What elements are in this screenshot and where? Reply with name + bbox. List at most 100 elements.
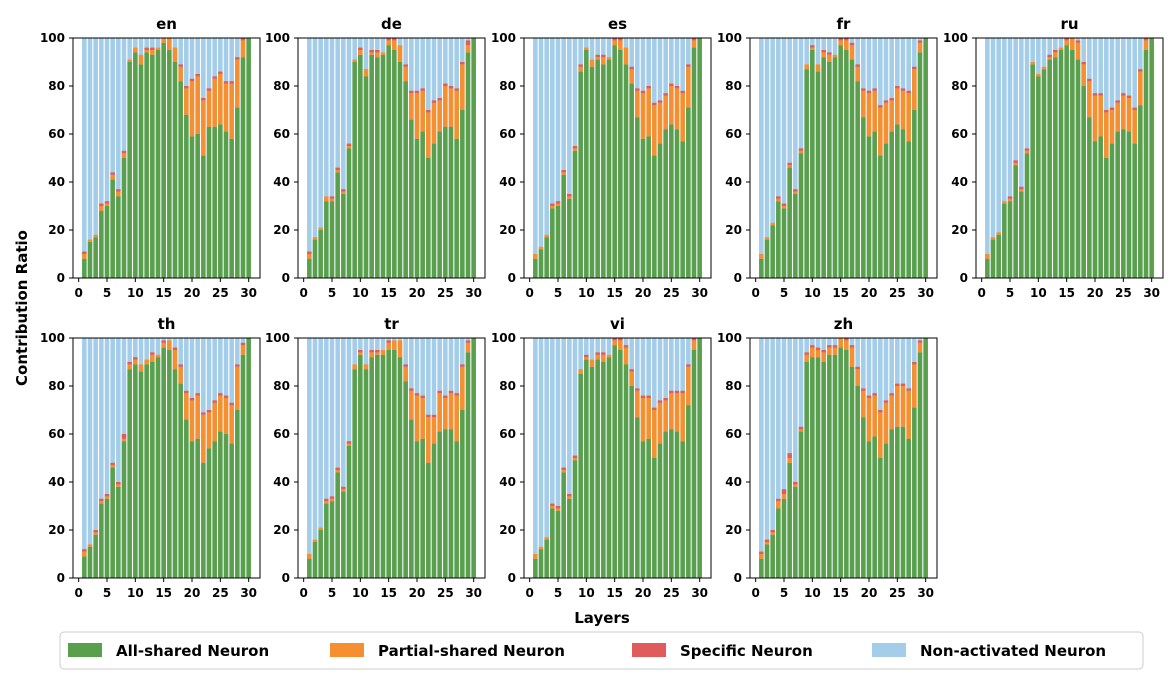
- panel-en: 0 20 40 60 80 100 0 5 10 15 20 25 30 en: [40, 15, 261, 300]
- bar-partial-shared: [324, 196, 329, 202]
- bar-all-shared: [397, 357, 403, 578]
- bar-partial-shared: [646, 398, 651, 439]
- bar-all-shared: [793, 194, 798, 278]
- bar-all-shared: [409, 119, 414, 278]
- bar-partial-shared: [674, 393, 680, 432]
- panel-fr: 0 20 40 60 80 100 0 5 10 15 20 25 30 fr: [717, 15, 938, 300]
- bar-all-shared: [1087, 117, 1092, 278]
- x-tick-label: 20: [409, 586, 426, 600]
- bar-partial-shared: [550, 206, 555, 209]
- y-tick-label: 20: [48, 523, 65, 537]
- bar-all-shared: [578, 374, 583, 578]
- bar-partial-shared: [1058, 47, 1064, 50]
- panel-frame: [523, 337, 712, 579]
- y-tick-label: 0: [508, 571, 516, 585]
- bar-partial-shared: [206, 412, 212, 449]
- bar-specific: [1087, 78, 1092, 82]
- x-tick-label: 5: [328, 586, 336, 600]
- bar-specific: [240, 38, 246, 41]
- x-tick-label: 15: [832, 286, 849, 300]
- bar-specific: [414, 90, 420, 94]
- bar-partial-shared: [861, 90, 866, 118]
- y-tick-label: 60: [273, 427, 290, 441]
- y-tick-label: 0: [734, 571, 742, 585]
- bar-partial-shared: [629, 371, 634, 386]
- bar-partial-shared: [218, 74, 223, 125]
- bar-partial-shared: [533, 554, 538, 559]
- bar-specific: [912, 66, 917, 70]
- bar-specific: [680, 390, 685, 394]
- bar-all-shared: [380, 354, 386, 578]
- bar-all-shared: [212, 441, 217, 578]
- bar-all-shared: [1058, 50, 1064, 278]
- bar-non-activated: [793, 38, 798, 278]
- legend-swatch-partial-shared: [330, 643, 364, 657]
- bar-partial-shared: [578, 66, 583, 72]
- bar-partial-shared: [1002, 201, 1007, 204]
- bar-partial-shared: [635, 90, 640, 118]
- bar-all-shared: [324, 201, 329, 278]
- bar-specific: [324, 498, 329, 502]
- x-tick-label: 25: [212, 286, 229, 300]
- bar-partial-shared: [612, 40, 617, 46]
- bar-all-shared: [426, 462, 431, 578]
- bar-specific: [437, 98, 442, 101]
- x-tick-label: 15: [155, 286, 172, 300]
- x-tick-label: 30: [240, 586, 257, 600]
- bar-specific: [110, 462, 115, 466]
- bar-partial-shared: [1132, 110, 1137, 144]
- x-tick-label: 0: [74, 286, 82, 300]
- bar-partial-shared: [133, 359, 138, 365]
- y-tick-label: 100: [40, 31, 65, 45]
- panel-title: es: [608, 15, 627, 33]
- y-tick-label: 20: [951, 223, 968, 237]
- bar-all-shared: [87, 242, 93, 278]
- bar-all-shared: [849, 366, 855, 578]
- bar-all-shared: [167, 350, 172, 578]
- bar-partial-shared: [764, 542, 770, 545]
- bar-specific: [93, 530, 98, 533]
- bar-all-shared: [363, 76, 369, 279]
- bar-non-activated: [538, 38, 544, 278]
- bar-partial-shared: [567, 496, 572, 499]
- bar-specific: [674, 390, 680, 394]
- bar-partial-shared: [465, 342, 471, 353]
- bar-all-shared: [686, 405, 691, 578]
- bar-all-shared: [1030, 64, 1035, 279]
- bar-partial-shared: [307, 254, 312, 259]
- bar-all-shared: [93, 237, 98, 278]
- legend-label-non-activated: Non-activated Neuron: [920, 642, 1106, 660]
- bar-partial-shared: [161, 38, 166, 43]
- y-tick-label: 60: [48, 427, 65, 441]
- bar-all-shared: [82, 258, 87, 278]
- bar-specific: [99, 498, 104, 502]
- bar-all-shared: [121, 441, 127, 578]
- bar-partial-shared: [93, 234, 98, 238]
- bar-specific: [657, 400, 663, 403]
- panel-title: vi: [610, 315, 625, 333]
- bar-all-shared: [770, 225, 775, 278]
- bar-all-shared: [787, 462, 792, 578]
- bar-specific: [855, 64, 860, 67]
- bar-partial-shared: [1024, 150, 1030, 154]
- bar-specific: [426, 110, 431, 113]
- bar-all-shared: [133, 52, 138, 279]
- panel-title: tr: [384, 315, 399, 333]
- bar-all-shared: [104, 498, 110, 578]
- bar-specific: [240, 342, 246, 346]
- bar-specific: [358, 350, 363, 353]
- bar-specific: [555, 201, 561, 204]
- bar-partial-shared: [223, 398, 229, 434]
- bar-partial-shared: [392, 340, 397, 350]
- bar-partial-shared: [895, 88, 900, 125]
- bar-non-activated: [996, 38, 1001, 278]
- bar-specific: [798, 148, 804, 151]
- bar-specific: [601, 352, 606, 355]
- bar-partial-shared: [849, 45, 855, 60]
- bar-specific: [912, 362, 917, 365]
- bar-partial-shared: [335, 170, 340, 173]
- bar-specific: [235, 364, 240, 367]
- bar-all-shared: [832, 354, 838, 578]
- bar-all-shared: [544, 539, 549, 578]
- bar-partial-shared: [1138, 71, 1143, 106]
